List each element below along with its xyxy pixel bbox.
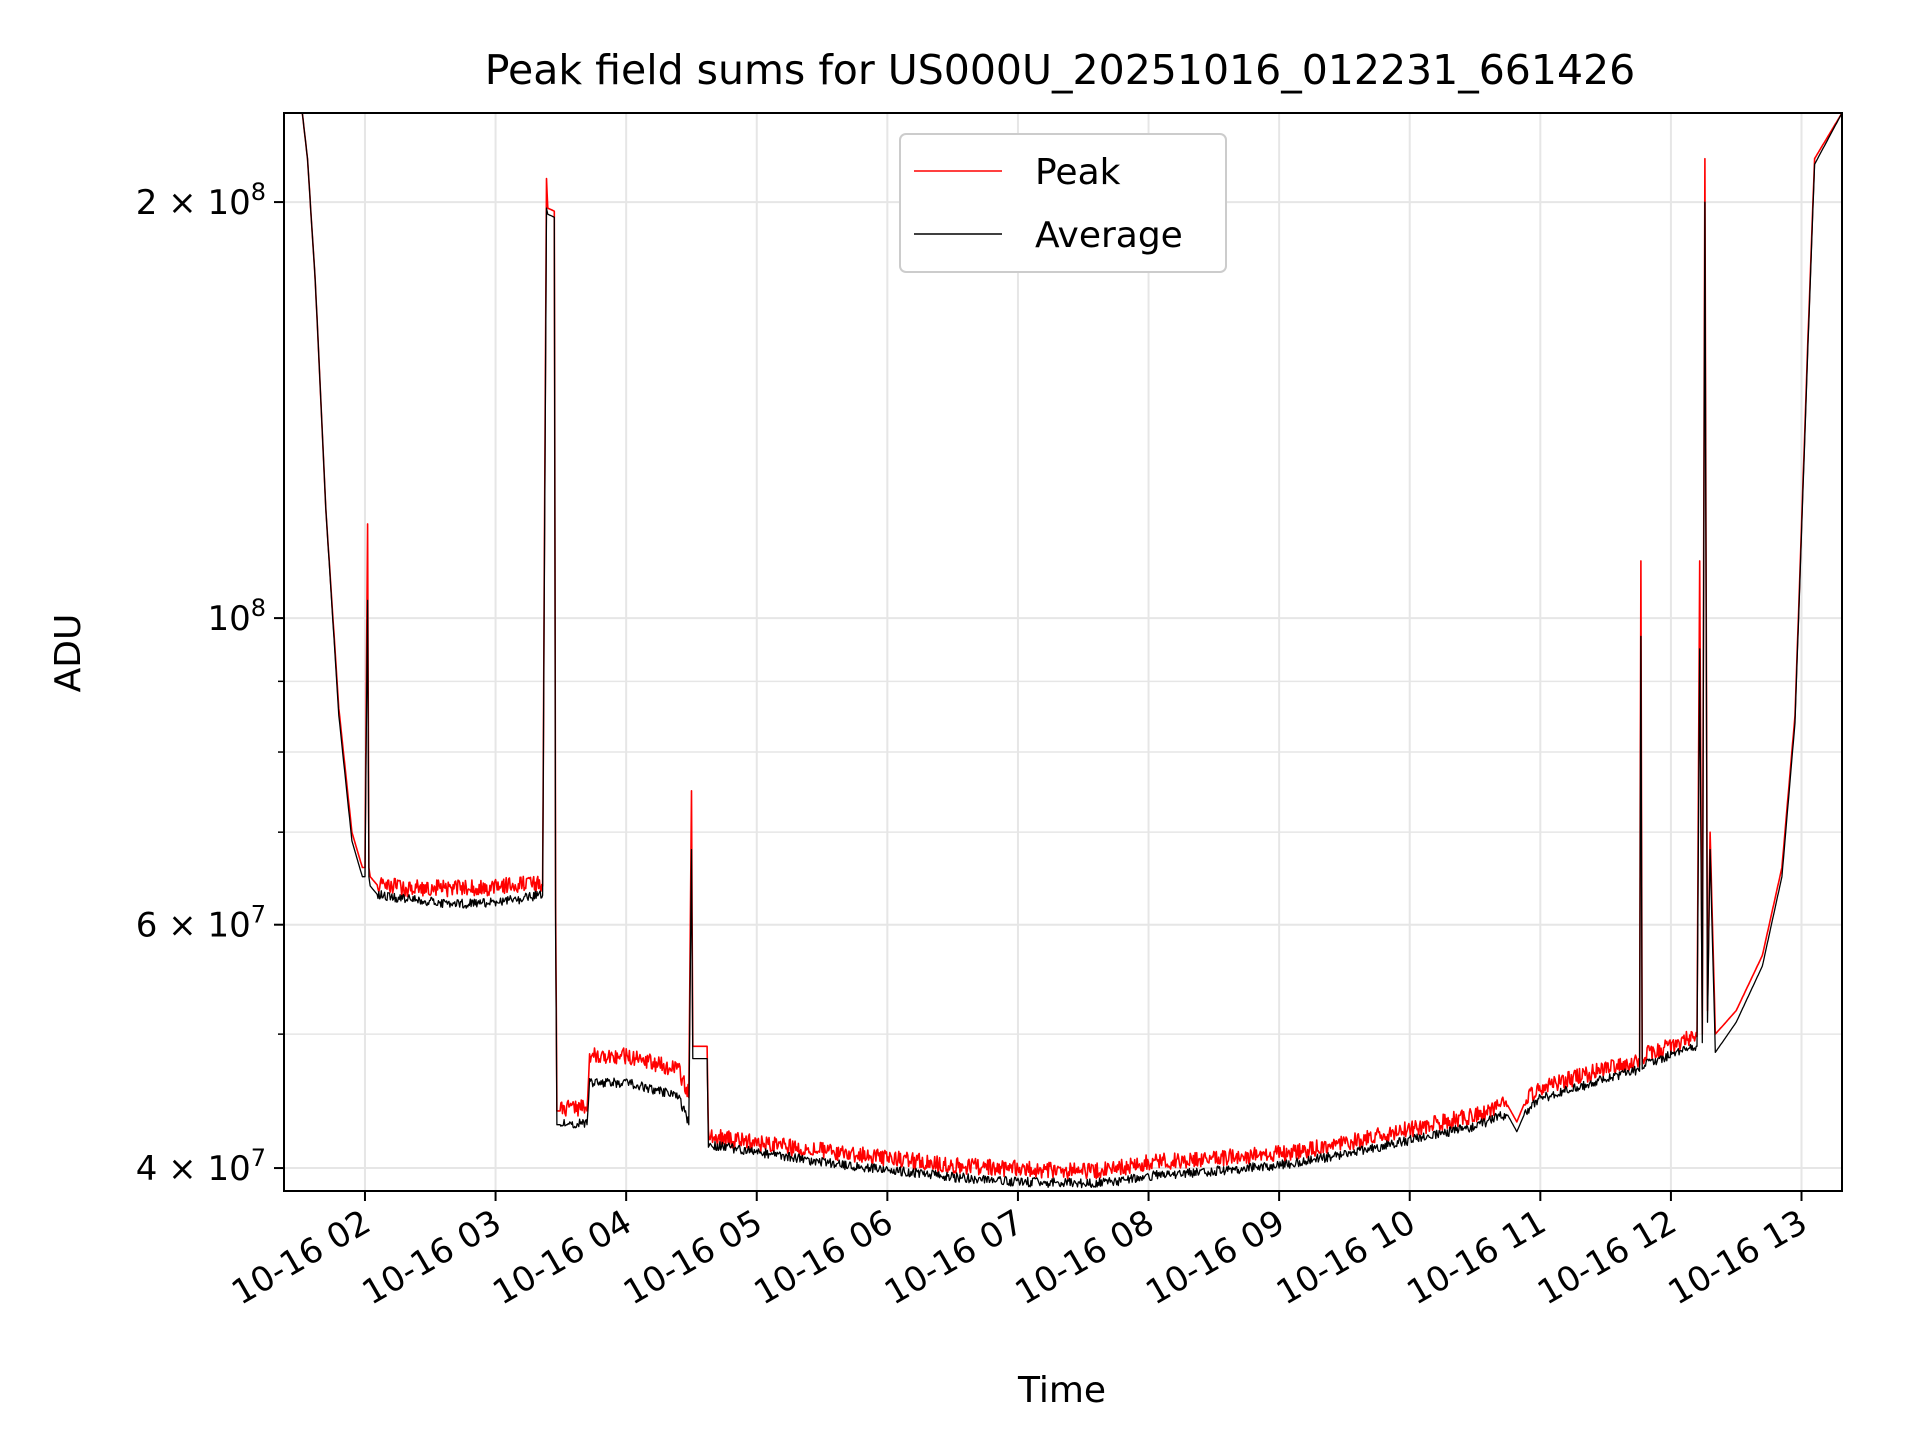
legend-average-label: Average — [1035, 215, 1183, 256]
y-tick-label: 108 — [207, 594, 266, 639]
legend-peak-label: Peak — [1035, 152, 1121, 193]
y-tick-label: 4 × 107 — [136, 1144, 266, 1189]
chart-title: Peak field sums for US000U_20251016_0122… — [485, 46, 1635, 94]
y-tick-label: 6 × 107 — [136, 901, 266, 946]
legend-frame — [899, 133, 1227, 273]
series-line-average — [284, 112, 1843, 1189]
grid — [284, 113, 1842, 1191]
y-axis-label: ADU — [48, 614, 89, 693]
plot-frame — [283, 112, 1843, 1192]
y-tick-label: 2 × 108 — [136, 178, 266, 223]
series-layer — [283, 112, 1843, 1189]
legend: Peak Average — [899, 133, 1227, 273]
x-axis-label: Time — [1017, 1370, 1106, 1411]
